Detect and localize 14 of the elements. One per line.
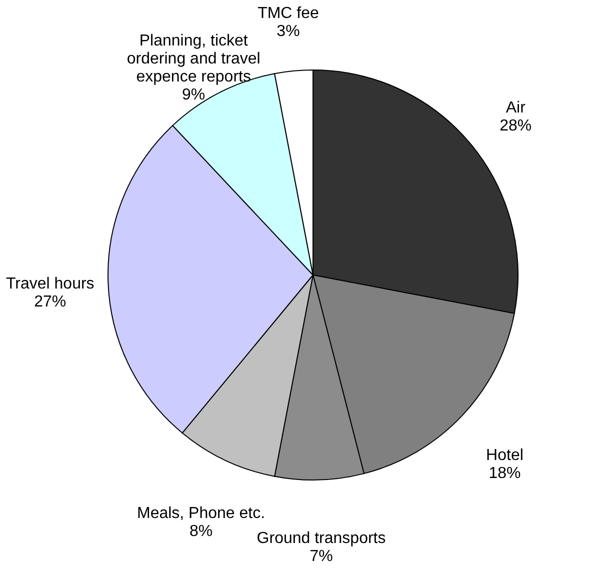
slice-label: Ground transports <box>256 530 386 547</box>
data-label: 9% <box>182 86 206 104</box>
data-label: 27% <box>34 293 66 310</box>
data-label: 28% <box>500 117 532 134</box>
slice-label: Hotel <box>486 447 524 464</box>
slice-label: Air <box>506 99 526 116</box>
data-label: 3% <box>276 23 300 40</box>
slice-label: Planning, ticket ordering and travel expence reports <box>126 32 260 86</box>
data-label: 8% <box>189 522 213 540</box>
data-label: 18% <box>488 465 521 482</box>
slice-label: Meals, Phone etc. <box>136 504 266 522</box>
slice-label: Travel hours <box>6 275 94 292</box>
slice-label: TMC fee <box>258 5 320 22</box>
data-label: 7% <box>310 548 333 565</box>
